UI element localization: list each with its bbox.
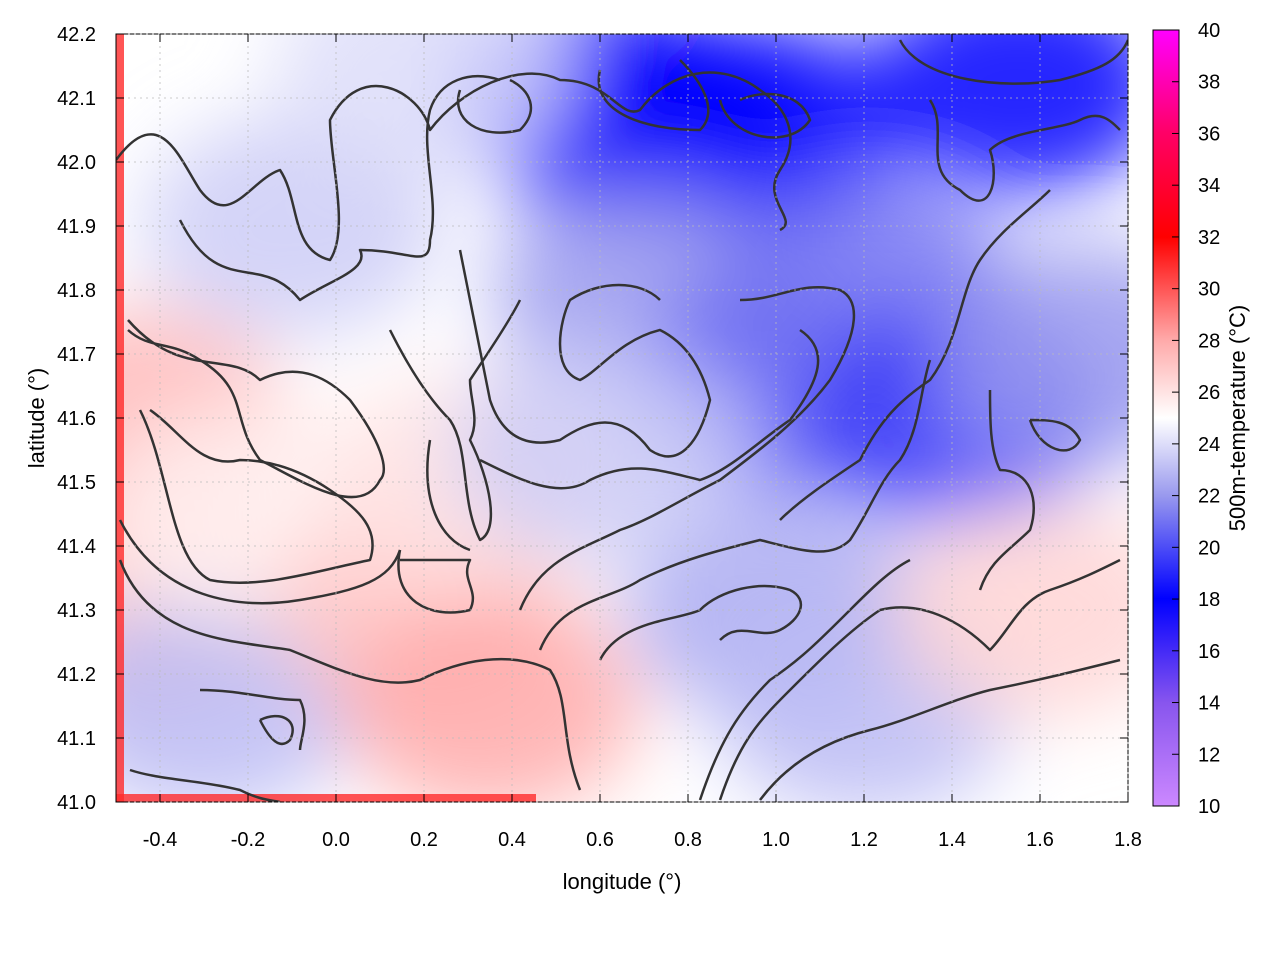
y-tick-label: 42.1 [57, 88, 96, 110]
contour-line [518, 285, 856, 611]
field-blur-group [116, 34, 1128, 802]
y-tick-label: 42.2 [57, 24, 96, 46]
edge-strip-bottom [116, 794, 536, 802]
x-tick-label: 1.8 [1114, 829, 1142, 851]
contour-line [456, 78, 532, 134]
colorbar-tick-label: 24 [1198, 434, 1220, 456]
contour-line [397, 549, 475, 614]
y-tick-label: 41.0 [57, 792, 96, 814]
contour-line [199, 688, 306, 751]
x-tick-label: 1.0 [762, 829, 790, 851]
contour-line [479, 328, 820, 490]
contour-line [118, 519, 402, 605]
colorbar-tick-label: 28 [1198, 330, 1220, 352]
colorbar [1152, 29, 1180, 807]
contour-line [718, 92, 812, 139]
x-axis-ticks: -0.4 -0.2 0.0 0.2 0.4 0.6 0.8 1.0 1.2 1.4 1.6 1.8 [143, 34, 1142, 851]
contour-line [779, 189, 1051, 521]
temperature-sample [868, 34, 1128, 196]
contour-line [1028, 418, 1082, 452]
contour-line [116, 71, 792, 262]
colorbar-tick-label: 34 [1198, 175, 1220, 197]
colorbar-tick-label: 10 [1198, 796, 1220, 818]
contour-lines [116, 39, 1128, 802]
contour-line [598, 584, 802, 661]
contour-line [178, 75, 501, 302]
colorbar-title: 500m-temperature (°C) [1225, 305, 1250, 531]
x-tick-label: 1.6 [1026, 829, 1054, 851]
temperature-sample [340, 596, 640, 802]
y-tick-label: 41.5 [57, 472, 96, 494]
y-tick-label: 41.9 [57, 216, 96, 238]
y-tick-label: 41.3 [57, 600, 96, 622]
y-tick-label: 41.2 [57, 664, 96, 686]
contour-line [129, 768, 281, 802]
colorbar-tick-label: 32 [1198, 227, 1220, 249]
contour-line [258, 714, 294, 746]
temperature-sample [934, 244, 1128, 464]
colorbar-tick-label: 14 [1198, 693, 1220, 715]
contour-line [597, 59, 710, 132]
colorbar-tick-label: 36 [1198, 123, 1220, 145]
y-tick-label: 42.0 [57, 152, 96, 174]
colorbar-tick-label: 22 [1198, 486, 1220, 508]
contour-line [118, 559, 582, 791]
colorbar-tick-label: 12 [1198, 744, 1220, 766]
y-tick-label: 41.8 [57, 280, 96, 302]
y-axis-ticks: 41.0 41.1 41.2 41.3 41.4 41.5 41.6 41.7 41.8 41.9… [57, 24, 1128, 814]
grid-lines [116, 33, 1129, 803]
contour-line [388, 299, 522, 542]
x-tick-label: 0.2 [410, 829, 438, 851]
x-tick-label: 1.2 [850, 829, 878, 851]
temperature-field [116, 34, 1128, 802]
colorbar-tick-label: 16 [1198, 641, 1220, 663]
colorbar-tick-label: 40 [1198, 20, 1220, 42]
y-tick-label: 41.7 [57, 344, 96, 366]
colorbar-tick-label: 38 [1198, 72, 1220, 94]
contour-line [718, 558, 1121, 801]
colorbar-tick-label: 20 [1198, 537, 1220, 559]
contour-line [698, 558, 911, 801]
contour-line [458, 249, 712, 458]
y-tick-label: 41.6 [57, 408, 96, 430]
x-tick-label: 0.6 [586, 829, 614, 851]
x-tick-label: 0.8 [674, 829, 702, 851]
contour-line [978, 389, 1035, 591]
contour-line [898, 39, 1128, 85]
colorbar-ticks: 10 12 14 16 18 20 22 24 26 28 30 32 34 36 38 40 [1172, 20, 1220, 818]
y-axis-title: latitude (°) [24, 368, 49, 469]
contour-line [138, 408, 374, 584]
x-tick-label: -0.4 [143, 829, 177, 851]
x-tick-label: -0.2 [231, 829, 265, 851]
contour-line [759, 658, 1121, 801]
colorbar-tick-label: 30 [1198, 279, 1220, 301]
contour-line [426, 439, 471, 552]
contour-line [538, 359, 932, 651]
temperature-sample [890, 500, 1128, 720]
x-axis-title: longitude (°) [563, 869, 682, 894]
y-tick-label: 41.1 [57, 728, 96, 750]
x-tick-label: 0.4 [498, 829, 526, 851]
x-tick-label: 1.4 [938, 829, 966, 851]
contour-line [928, 99, 1121, 202]
colorbar-tick-label: 18 [1198, 589, 1220, 611]
x-tick-label: 0.0 [322, 829, 350, 851]
y-tick-label: 41.4 [57, 536, 96, 558]
colorbar-tick-label: 26 [1198, 382, 1220, 404]
contour-line [127, 319, 385, 499]
temperature-sample [274, 34, 574, 176]
